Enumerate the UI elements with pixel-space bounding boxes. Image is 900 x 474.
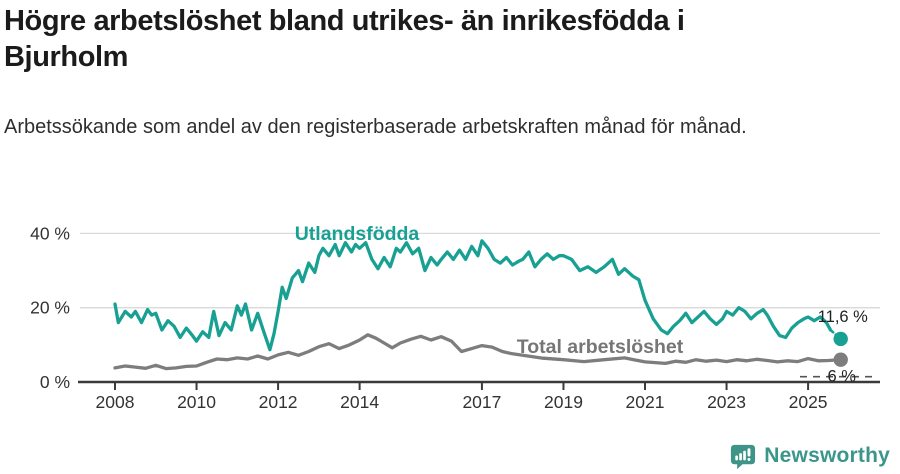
x-tick-label: 2023 bbox=[707, 392, 746, 412]
x-tick-label: 2012 bbox=[259, 392, 298, 412]
series-name-label-1: Total arbetslöshet bbox=[517, 336, 684, 358]
series-end-dot-1 bbox=[833, 352, 848, 367]
x-tick-label: 2021 bbox=[626, 392, 665, 412]
chart-subtitle: Arbetssökande som andel av den registerb… bbox=[4, 116, 747, 138]
newsworthy-logo-icon bbox=[731, 444, 756, 469]
x-tick-label: 2010 bbox=[177, 392, 216, 412]
y-tick-label: 20 % bbox=[30, 298, 70, 318]
series-end-value-label-1: 6 % bbox=[827, 368, 856, 386]
x-tick-label: 2017 bbox=[462, 392, 501, 412]
y-tick-label: 40 % bbox=[30, 223, 70, 243]
series-name-label-0: Utlandsfödda bbox=[295, 223, 420, 245]
x-tick-label: 2019 bbox=[544, 392, 583, 412]
x-tick-label: 2014 bbox=[340, 392, 379, 412]
series-line-1 bbox=[113, 333, 843, 371]
series-end-value-label-0: 11,6 % bbox=[818, 308, 868, 326]
y-tick-label: 0 % bbox=[40, 372, 70, 392]
series-line-0 bbox=[113, 239, 833, 352]
x-tick-label: 2008 bbox=[96, 392, 135, 412]
newsworthy-wordmark: Newsworthy bbox=[764, 444, 890, 467]
x-tick-label: 2025 bbox=[789, 392, 828, 412]
unemployment-line-chart: 0 % 20 % 40 % 2008 2010 2012 2014 2017 2019 2021 2… bbox=[30, 223, 880, 412]
newsworthy-branding: Newsworthy bbox=[728, 440, 890, 472]
page-title: Högre arbetslöshet bland utrikes- än inr… bbox=[4, 5, 685, 73]
series-end-dot-0 bbox=[833, 331, 848, 347]
